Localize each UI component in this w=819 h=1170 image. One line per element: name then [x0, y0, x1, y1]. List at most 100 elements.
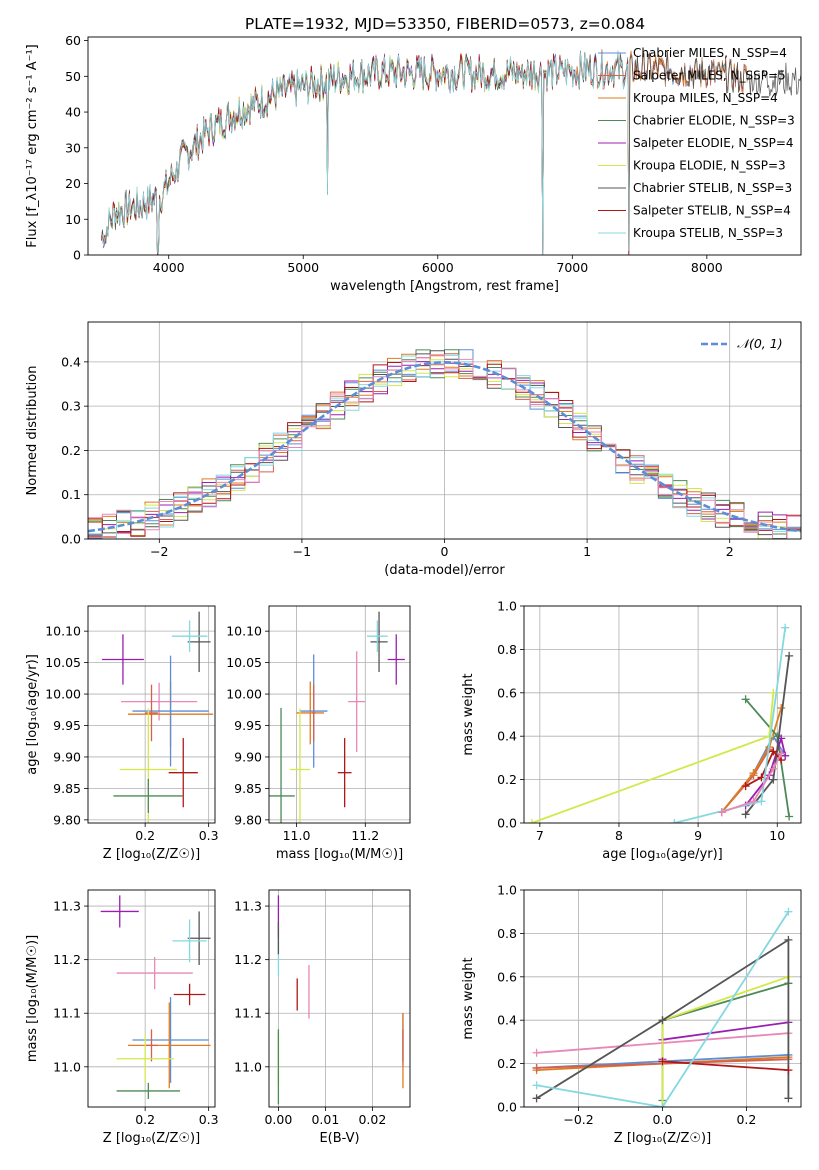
y-tick-label: 9.80: [234, 812, 262, 827]
legend-entry: Kroupa MILES, N_SSP=4: [633, 91, 778, 105]
y-tick-label: 0.6: [497, 969, 517, 984]
x-tick-label: 10: [769, 828, 785, 843]
data-point: [311, 684, 316, 742]
panel-mass_vs_ebv: 0.00 0.01 0.02 11.0 11.1 11.2 11.3 E(B-V): [234, 889, 411, 1146]
y-axis-label: age [log₁₀(age/yr)]: [25, 654, 40, 775]
data-point: [128, 1002, 211, 1089]
weight-marker: [769, 747, 778, 756]
weight-marker: [532, 1063, 541, 1072]
legend-entry: Salpeter STELIB, N_SSP=4: [633, 204, 791, 218]
weight-marker: [784, 935, 793, 944]
y-tick-label: 0.1: [61, 487, 81, 502]
data-point: [145, 1029, 158, 1062]
x-tick-label: 0: [441, 544, 449, 559]
x-tick-label: 0.00: [264, 1112, 292, 1127]
data-point: [387, 634, 405, 685]
axes-frame: [87, 605, 216, 824]
weight-marker: [785, 812, 794, 821]
x-tick-label: 0.0: [653, 1112, 673, 1127]
x-tick-label: 9: [694, 828, 702, 843]
x-tick-label: 0.2: [135, 1112, 155, 1127]
y-tick-label: 10: [65, 212, 81, 227]
data-point: [100, 895, 139, 928]
weight-marker: [741, 810, 750, 819]
x-tick-label: 0.2: [736, 1112, 756, 1127]
y-tick-label: 0.3: [61, 399, 81, 414]
x-axis-label: mass [log₁₀(M/M☉)]: [276, 847, 403, 862]
weight-marker: [741, 782, 750, 791]
weight-marker: [658, 1057, 667, 1066]
legend-entry: Salpeter MILES, N_SSP=5: [633, 69, 786, 83]
y-tick-label: 0.8: [497, 926, 517, 941]
y-tick-label: 30: [65, 140, 81, 155]
y-tick-label: 11.1: [234, 1006, 262, 1021]
normal-curve: [88, 360, 801, 533]
y-tick-label: 11.0: [53, 1059, 81, 1074]
histogram-series: [88, 362, 801, 538]
data-point: [116, 1082, 181, 1099]
weight-line: [531, 692, 775, 823]
y-tick-label: 0: [73, 248, 81, 263]
plot-area: [269, 611, 405, 823]
x-tick-label: 8000: [691, 260, 723, 275]
weight-marker: [749, 797, 758, 806]
data-point: [132, 997, 209, 1083]
x-tick-label: 0.01: [311, 1112, 339, 1127]
weight-marker: [784, 1066, 793, 1075]
weight-marker: [784, 907, 793, 916]
data-point: [370, 611, 388, 673]
weight-marker: [670, 819, 679, 823]
y-tick-label: 9.85: [234, 781, 262, 796]
x-tick-label: 0.3: [199, 1112, 219, 1127]
y-tick-label: 0.2: [497, 1056, 517, 1071]
data-point: [187, 611, 211, 673]
y-tick-label: 0.6: [497, 685, 517, 700]
data-point: [171, 620, 208, 652]
x-tick-label: 7000: [556, 260, 588, 275]
x-tick-label: 2: [726, 544, 734, 559]
y-axis-label: mass weight: [461, 673, 476, 755]
y-tick-label: 9.95: [234, 718, 262, 733]
data-point: [168, 738, 198, 808]
weight-line: [744, 655, 790, 815]
data-point: [187, 911, 211, 966]
y-axis-label: Normed distribution: [25, 366, 40, 496]
data-point: [116, 1034, 174, 1083]
spectrum-line: [101, 53, 546, 255]
y-tick-label: 10.10: [45, 624, 81, 639]
spectrum-line: [101, 50, 630, 255]
data-point: [296, 681, 325, 745]
panel-spectrum: 4000 5000 6000 7000 8000 0 10 20 30 40 50 60 wavelen…: [25, 33, 802, 294]
data-point: [269, 707, 295, 823]
weight-marker: [769, 764, 778, 773]
x-tick-label: −1: [293, 544, 311, 559]
x-tick-label: 4000: [153, 260, 185, 275]
data-point: [116, 956, 193, 990]
panel-weight_vs_age: 7 8 9 10 0.0 0.2 0.4 0.6 0.8 1.0 age [log₁₀(age/yr…: [461, 599, 802, 862]
weight-marker: [532, 1094, 541, 1103]
y-tick-label: 0.4: [61, 354, 81, 369]
weight-marker: [781, 623, 790, 632]
data-point: [172, 919, 207, 963]
y-tick-label: 10.00: [226, 687, 262, 702]
weight-line: [662, 1060, 789, 1071]
weight-marker: [658, 1103, 667, 1107]
x-tick-label: 6000: [422, 260, 454, 275]
y-tick-label: 1.0: [497, 599, 517, 614]
y-axis-label: mass weight: [461, 957, 476, 1039]
x-tick-label: 0.02: [358, 1112, 386, 1127]
data-point: [101, 634, 144, 685]
weight-line: [536, 938, 790, 1100]
y-tick-label: 0.4: [497, 729, 517, 744]
spectrum-line: [101, 53, 546, 255]
y-tick-label: 10.00: [45, 687, 81, 702]
legend-entry: Kroupa STELIB, N_SSP=3: [633, 226, 783, 240]
y-tick-label: 10.05: [45, 655, 81, 670]
data-point: [145, 684, 158, 742]
x-axis-label: Z [log₁₀(Z/Z☉)]: [614, 1131, 711, 1146]
y-tick-label: 40: [65, 105, 81, 120]
x-tick-label: −0.2: [563, 1112, 593, 1127]
x-axis-label: wavelength [Angstrom, rest frame]: [330, 279, 559, 294]
axes-frame: [523, 889, 802, 1108]
axes-frame: [523, 605, 802, 824]
